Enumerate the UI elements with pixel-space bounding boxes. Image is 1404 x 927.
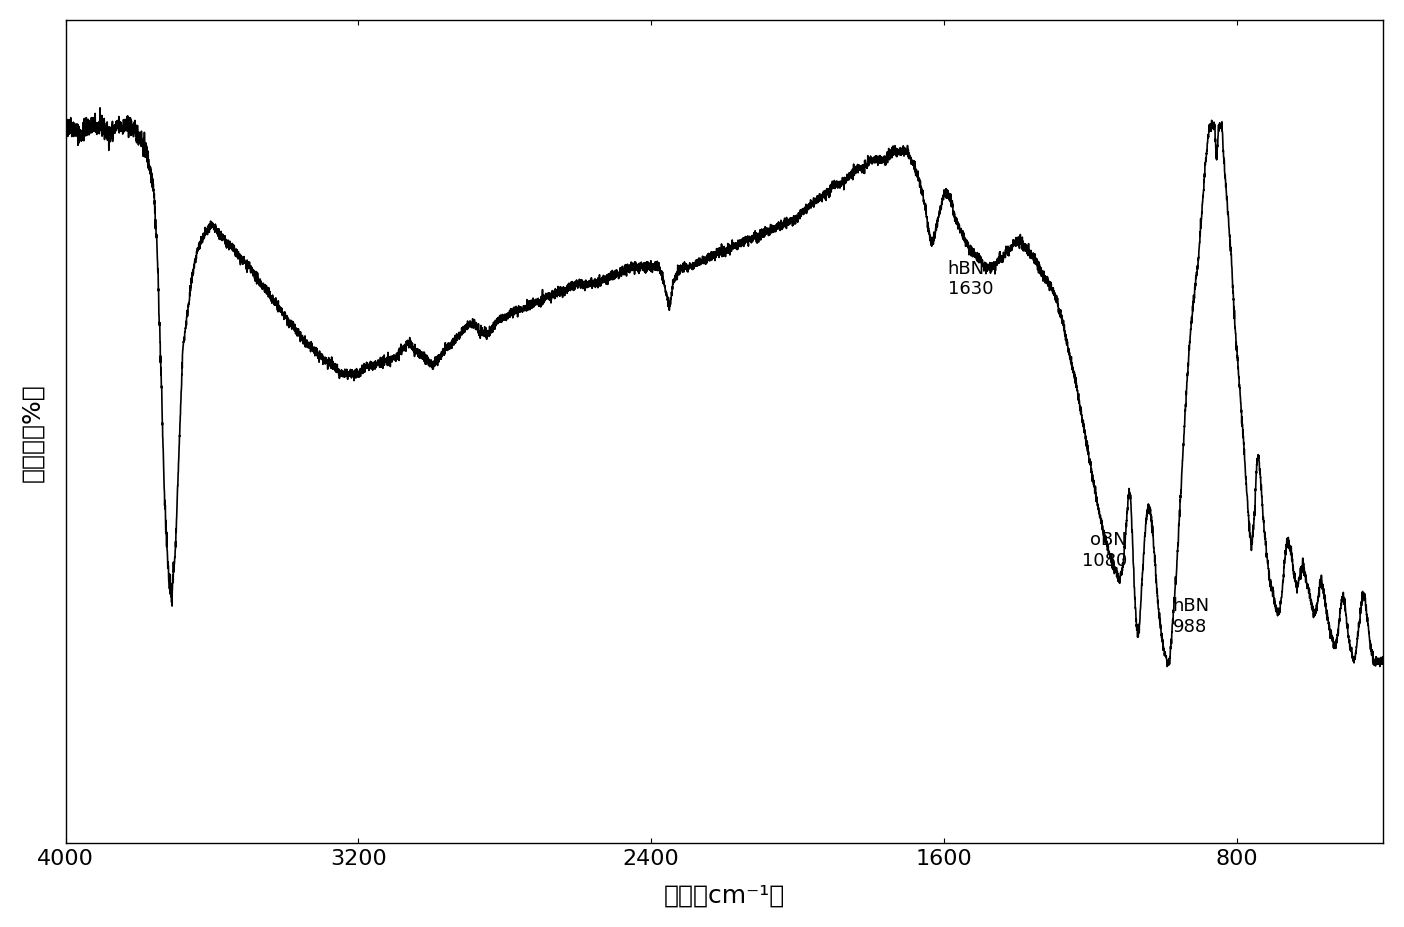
Y-axis label: 透过率（%）: 透过率（%） [21, 383, 45, 481]
Text: oBN
1080: oBN 1080 [1081, 531, 1127, 569]
X-axis label: 波数（cm⁻¹）: 波数（cm⁻¹） [664, 883, 785, 907]
Text: hBN
988: hBN 988 [1172, 597, 1210, 635]
Text: hBN
1630: hBN 1630 [948, 260, 993, 298]
